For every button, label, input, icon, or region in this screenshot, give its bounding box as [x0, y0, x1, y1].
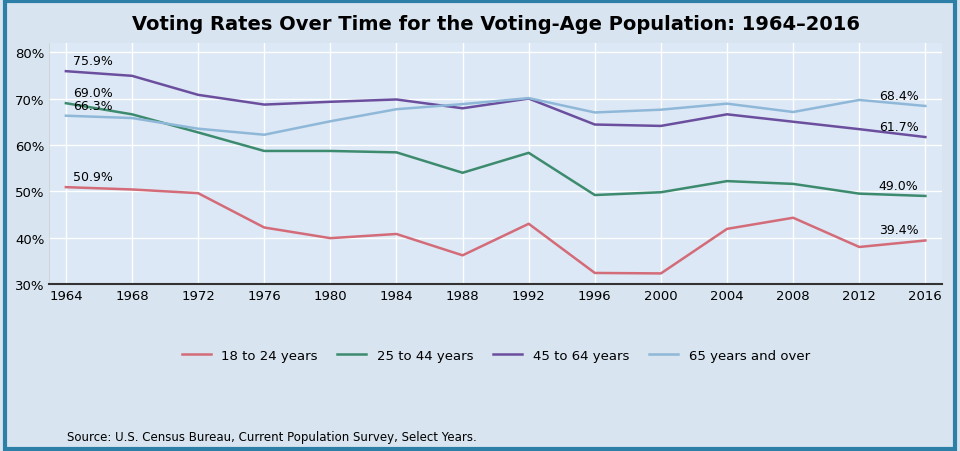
18 to 24 years [721, 227, 732, 232]
45 to 64 years [721, 112, 732, 118]
45 to 64 years [655, 124, 666, 129]
25 to 44 years [787, 182, 799, 187]
65 years and over [787, 110, 799, 115]
Line: 25 to 44 years: 25 to 44 years [66, 104, 925, 197]
25 to 44 years [920, 194, 931, 199]
65 years and over [60, 114, 72, 119]
Text: 61.7%: 61.7% [878, 120, 919, 133]
25 to 44 years [655, 190, 666, 196]
Text: 68.4%: 68.4% [878, 90, 919, 102]
25 to 44 years [853, 192, 865, 197]
65 years and over [523, 96, 535, 101]
65 years and over [391, 107, 402, 113]
Text: 75.9%: 75.9% [73, 55, 112, 68]
Text: 39.4%: 39.4% [878, 224, 919, 237]
25 to 44 years [721, 179, 732, 184]
25 to 44 years [457, 170, 468, 176]
Text: 66.3%: 66.3% [73, 99, 112, 112]
Legend: 18 to 24 years, 25 to 44 years, 45 to 64 years, 65 years and over: 18 to 24 years, 25 to 44 years, 45 to 64… [177, 344, 815, 368]
18 to 24 years [258, 226, 270, 231]
45 to 64 years [127, 74, 138, 79]
18 to 24 years [589, 271, 601, 276]
18 to 24 years [523, 221, 535, 227]
Text: Source: U.S. Census Bureau, Current Population Survey, Select Years.: Source: U.S. Census Bureau, Current Popu… [67, 430, 477, 443]
Line: 45 to 64 years: 45 to 64 years [66, 72, 925, 138]
65 years and over [655, 108, 666, 113]
45 to 64 years [853, 127, 865, 133]
25 to 44 years [523, 151, 535, 156]
45 to 64 years [60, 69, 72, 75]
18 to 24 years [60, 185, 72, 190]
25 to 44 years [60, 101, 72, 107]
45 to 64 years [787, 120, 799, 125]
25 to 44 years [589, 193, 601, 198]
65 years and over [258, 133, 270, 138]
18 to 24 years [655, 271, 666, 276]
45 to 64 years [457, 106, 468, 112]
65 years and over [127, 116, 138, 121]
25 to 44 years [127, 112, 138, 118]
65 years and over [589, 110, 601, 116]
18 to 24 years [920, 238, 931, 244]
Line: 18 to 24 years: 18 to 24 years [66, 188, 925, 274]
18 to 24 years [853, 245, 865, 250]
Text: 50.9%: 50.9% [73, 170, 112, 184]
Title: Voting Rates Over Time for the Voting-Age Population: 1964–2016: Voting Rates Over Time for the Voting-Ag… [132, 15, 859, 34]
65 years and over [324, 120, 336, 125]
25 to 44 years [391, 150, 402, 156]
18 to 24 years [127, 187, 138, 193]
45 to 64 years [391, 97, 402, 103]
65 years and over [853, 98, 865, 103]
18 to 24 years [457, 253, 468, 258]
65 years and over [721, 102, 732, 107]
Line: 65 years and over: 65 years and over [66, 99, 925, 135]
45 to 64 years [589, 123, 601, 128]
65 years and over [920, 104, 931, 110]
45 to 64 years [324, 100, 336, 105]
25 to 44 years [192, 130, 204, 136]
45 to 64 years [920, 135, 931, 140]
45 to 64 years [192, 93, 204, 98]
18 to 24 years [787, 216, 799, 221]
18 to 24 years [391, 232, 402, 237]
45 to 64 years [523, 97, 535, 102]
25 to 44 years [324, 149, 336, 154]
65 years and over [457, 102, 468, 108]
Text: 49.0%: 49.0% [878, 179, 919, 193]
18 to 24 years [324, 236, 336, 241]
Text: 69.0%: 69.0% [73, 87, 112, 100]
45 to 64 years [258, 103, 270, 108]
18 to 24 years [192, 191, 204, 197]
65 years and over [192, 127, 204, 132]
25 to 44 years [258, 149, 270, 154]
